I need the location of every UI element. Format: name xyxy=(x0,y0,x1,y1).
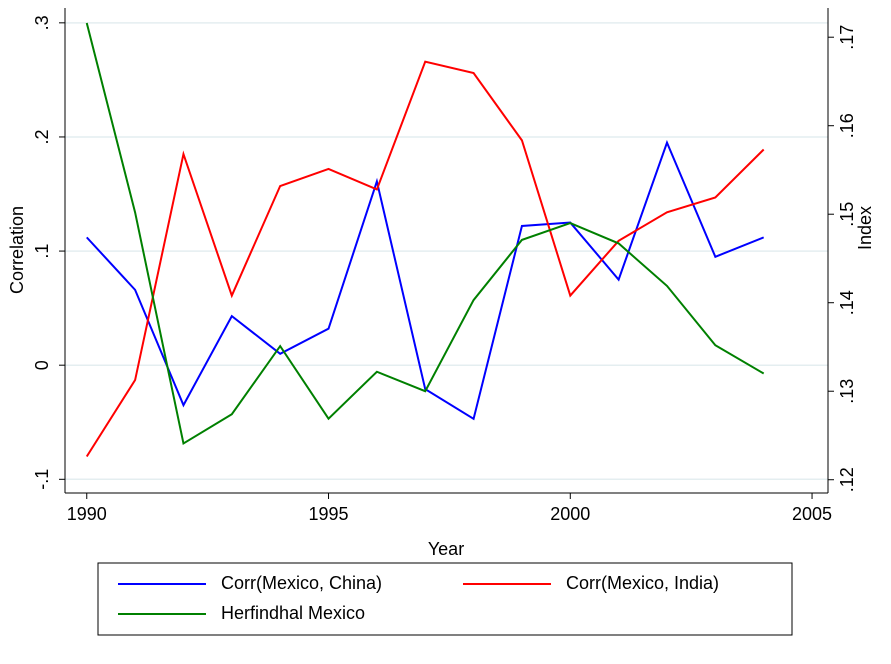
x-tick-label: 1990 xyxy=(67,504,107,524)
series-line xyxy=(85,60,765,458)
y2-tick-label: .12 xyxy=(837,467,857,492)
y2-tick-label: .13 xyxy=(837,379,857,404)
x-tick-label: 1995 xyxy=(308,504,348,524)
y2-tick-label: .15 xyxy=(837,202,857,227)
x-axis-label: Year xyxy=(428,539,464,559)
x-tick-label: 2005 xyxy=(792,504,832,524)
y2-axis-label: Index xyxy=(855,206,875,250)
series-line xyxy=(85,22,765,446)
y-tick-label: -.1 xyxy=(32,469,52,490)
y2-tick-label: .17 xyxy=(837,25,857,50)
legend-label: Herfindhal Mexico xyxy=(221,603,365,623)
y-tick-label: .1 xyxy=(32,244,52,259)
legend-label: Corr(Mexico, India) xyxy=(566,573,719,593)
y-tick-label: .3 xyxy=(32,15,52,30)
y-axis-label: Correlation xyxy=(7,206,27,294)
legend-label: Corr(Mexico, China) xyxy=(221,573,382,593)
y-tick-label: .2 xyxy=(32,129,52,144)
y2-tick-label: .16 xyxy=(837,113,857,138)
y2-tick-label: .14 xyxy=(837,290,857,315)
legend-box xyxy=(97,562,793,636)
y-tick-label: 0 xyxy=(32,360,52,370)
x-tick-label: 2000 xyxy=(550,504,590,524)
